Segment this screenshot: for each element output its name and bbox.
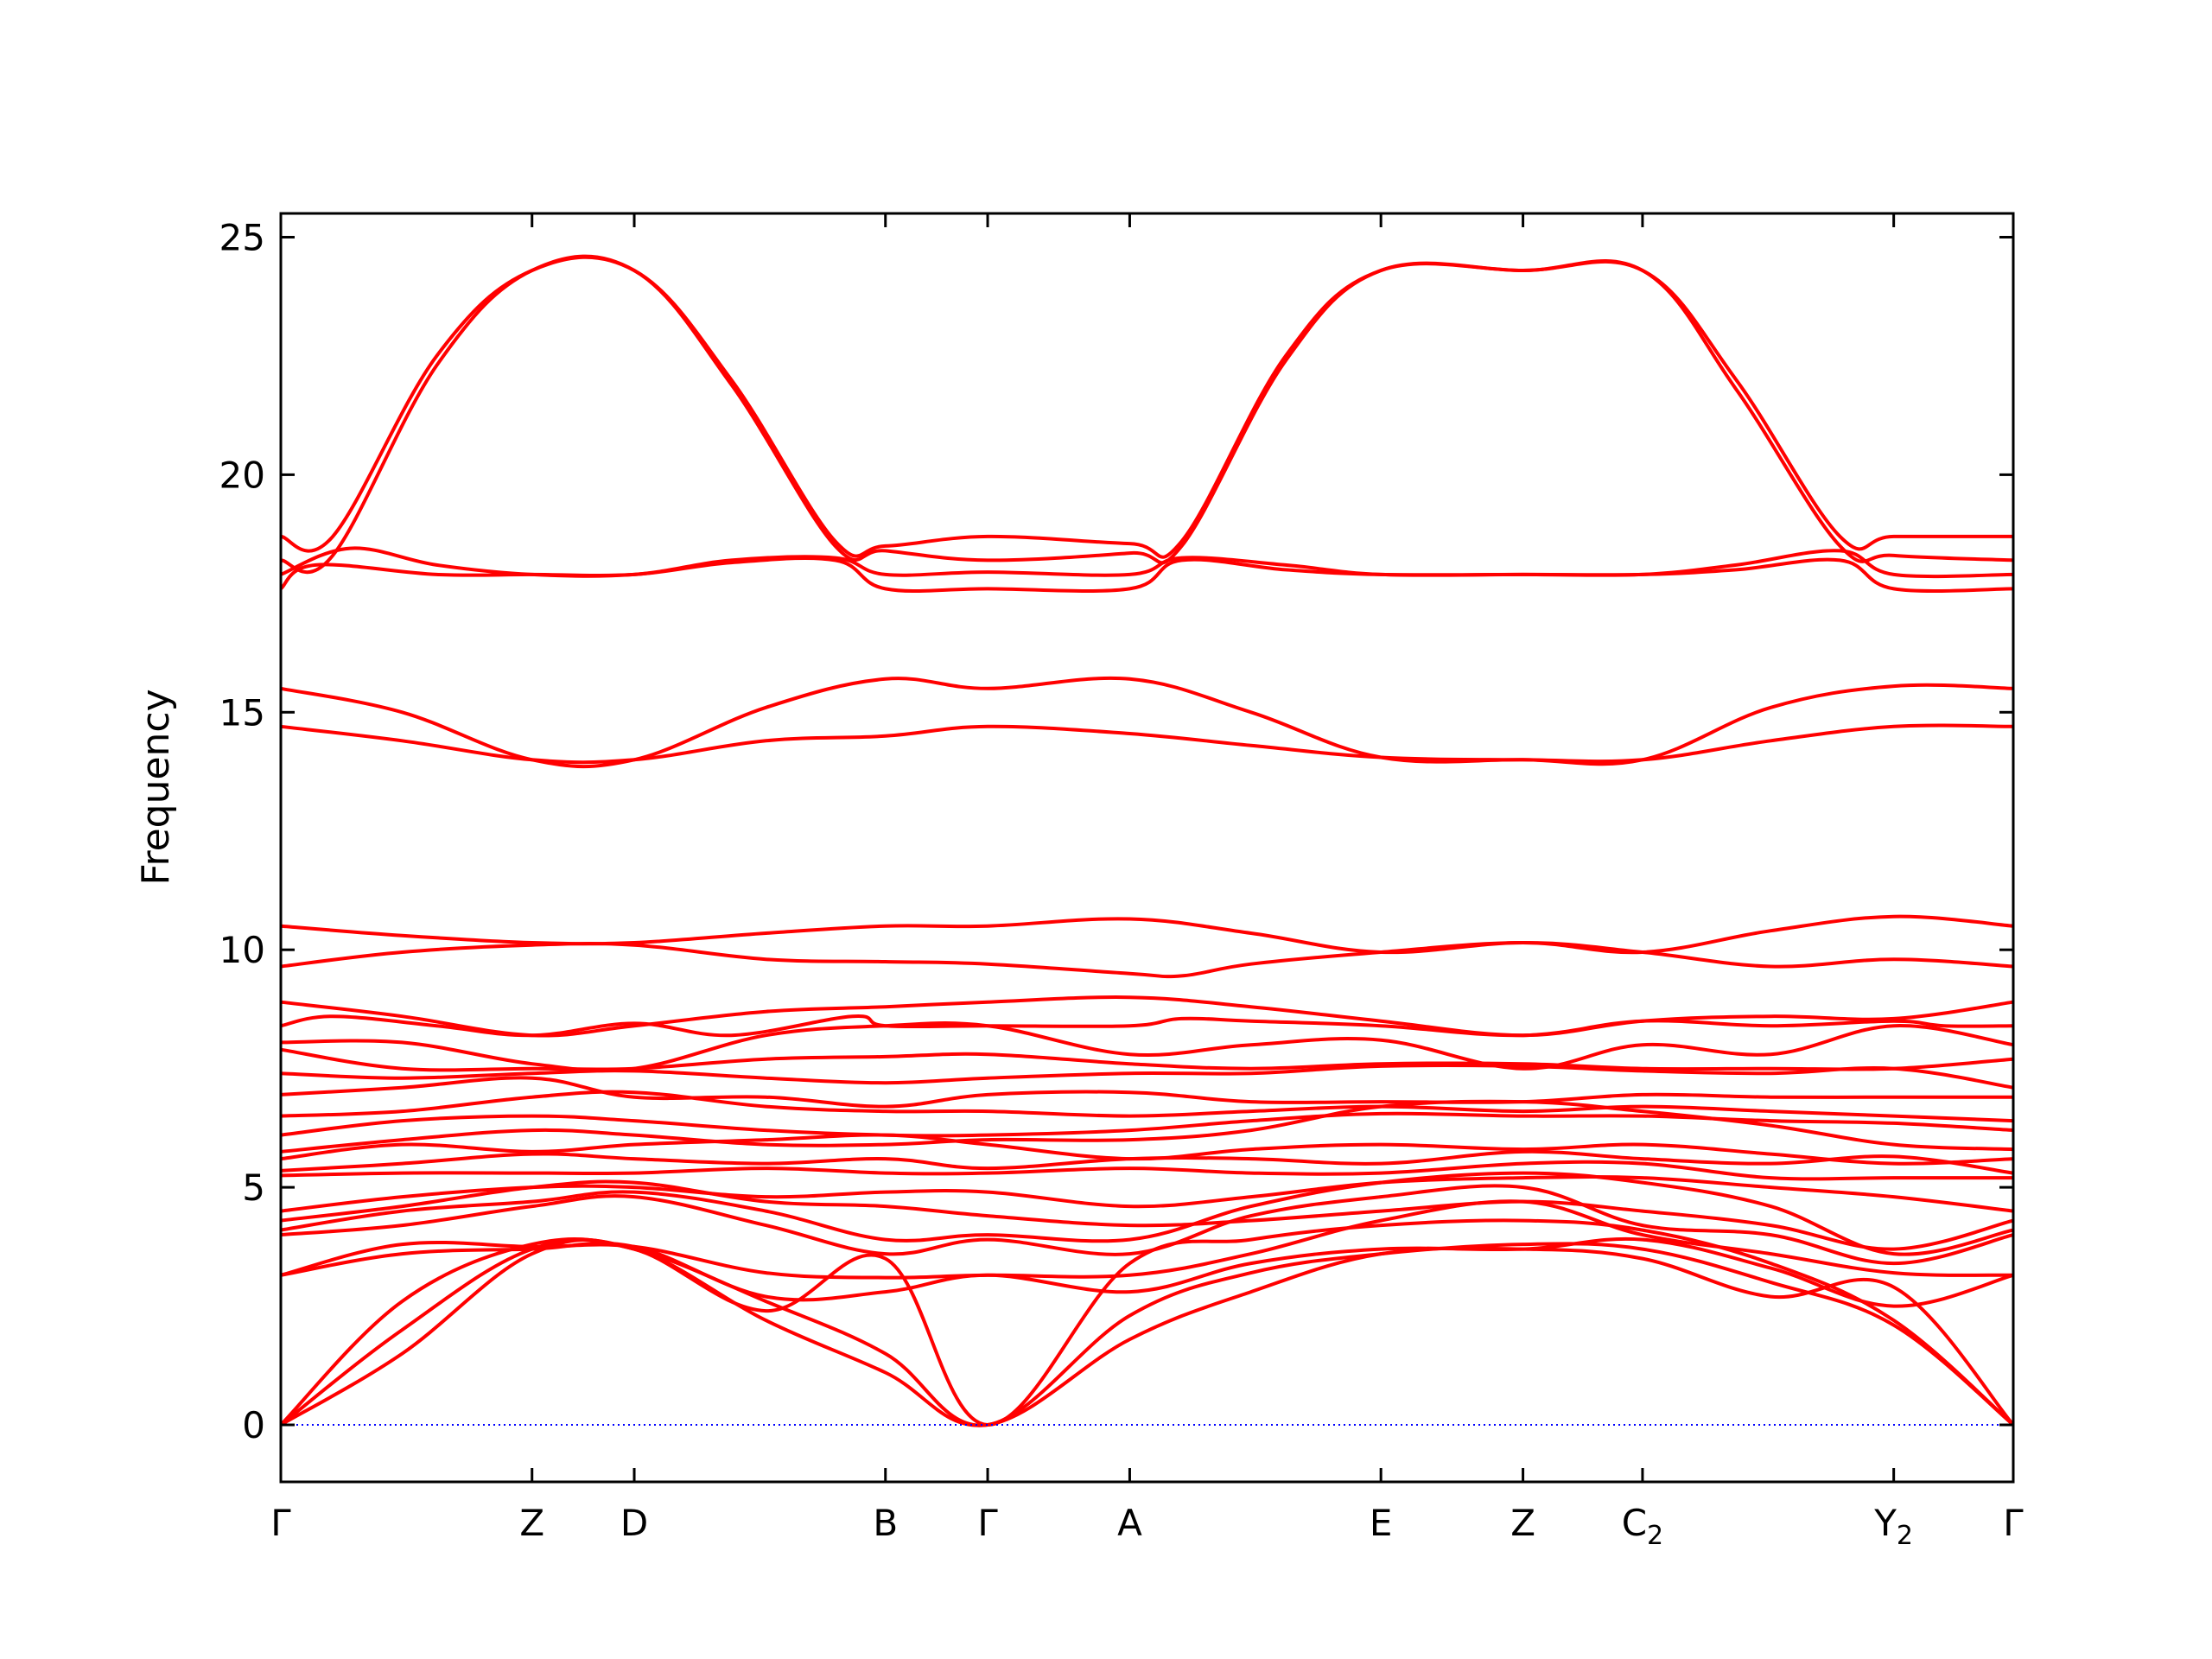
band-line-21 bbox=[280, 1174, 2014, 1213]
bands-group bbox=[279, 254, 2015, 1427]
band-line-27 bbox=[279, 1236, 2015, 1427]
y-tick-label-20: 20 bbox=[219, 454, 265, 496]
x-tick-label-1: Z bbox=[519, 1502, 544, 1544]
y-axis-label: Frequency bbox=[134, 689, 178, 885]
plot-frame bbox=[279, 212, 2015, 1484]
x-tick-label-3: B bbox=[873, 1502, 898, 1544]
x-tick-label-8: C2 bbox=[1622, 1502, 1663, 1551]
band-line-5 bbox=[280, 676, 2014, 769]
x-tick-label-0: Γ bbox=[270, 1502, 291, 1544]
y-tick-label-10: 10 bbox=[219, 929, 265, 971]
band-line-12 bbox=[280, 1047, 2014, 1072]
band-line-26 bbox=[280, 1236, 2014, 1308]
x-tick-label-5: A bbox=[1117, 1502, 1142, 1544]
band-line-19 bbox=[280, 1149, 2014, 1175]
y-tick-label-25: 25 bbox=[219, 216, 265, 258]
band-line-9 bbox=[280, 995, 2014, 1038]
y-tick-label-5: 5 bbox=[242, 1166, 265, 1209]
band-line-29 bbox=[279, 1237, 2015, 1427]
x-tick-label-6: E bbox=[1370, 1502, 1393, 1544]
y-tick-label-0: 0 bbox=[242, 1404, 265, 1446]
band-line-1 bbox=[280, 255, 2013, 559]
x-tick-label-10: Γ bbox=[2003, 1502, 2024, 1544]
band-line-6 bbox=[280, 723, 2014, 765]
band-line-20 bbox=[280, 1160, 2013, 1181]
x-tick-label-4: Γ bbox=[977, 1502, 998, 1544]
band-line-8 bbox=[280, 941, 2014, 979]
band-line-15 bbox=[280, 1090, 2014, 1123]
band-line-7 bbox=[280, 914, 2014, 955]
band-line-23 bbox=[280, 1171, 2014, 1256]
band-line-2 bbox=[280, 254, 2014, 575]
band-line-4 bbox=[279, 556, 2014, 594]
x-tick-label-9: Y2 bbox=[1873, 1502, 1913, 1551]
band-line-22 bbox=[280, 1179, 2014, 1251]
band-line-13 bbox=[280, 1063, 2014, 1090]
band-line-17 bbox=[280, 1099, 2014, 1154]
ticks-group: 0 5 10 15 20 25 Γ Z D B Γ A E Z C2 Y2 Γ bbox=[219, 213, 2024, 1551]
x-tick-label-2: D bbox=[620, 1502, 648, 1544]
band-line-14 bbox=[280, 1076, 2013, 1109]
band-line-24 bbox=[280, 1184, 2014, 1266]
band-line-3 bbox=[280, 546, 2014, 579]
band-line-10 bbox=[280, 1014, 2014, 1038]
x-tick-label-7: Z bbox=[1510, 1502, 1535, 1544]
band-line-25 bbox=[280, 1199, 2014, 1280]
y-tick-label-15: 15 bbox=[219, 691, 265, 734]
